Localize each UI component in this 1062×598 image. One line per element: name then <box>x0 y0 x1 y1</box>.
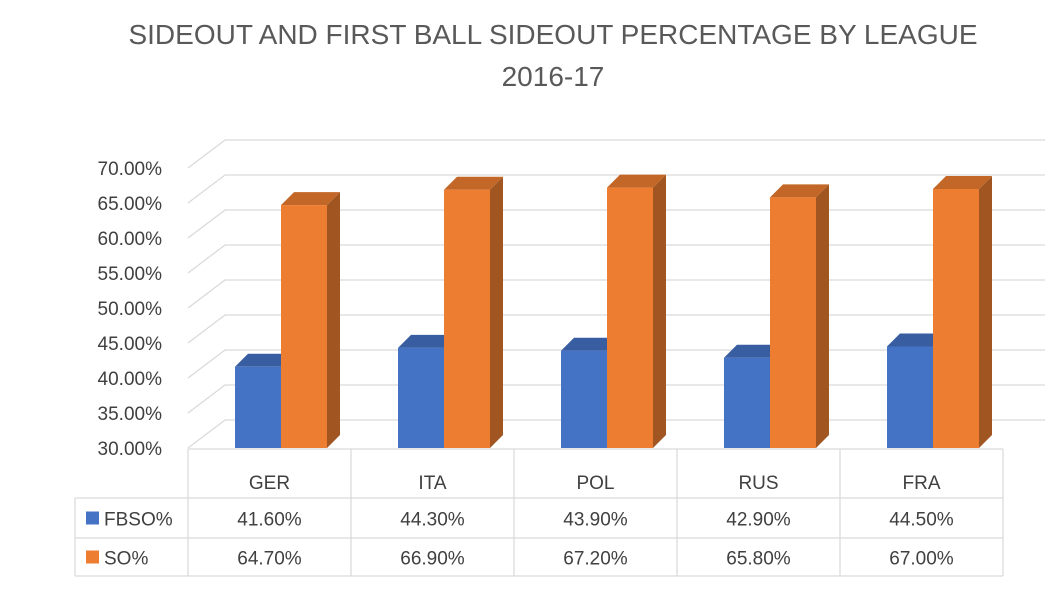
table-value: 64.70% <box>237 549 302 570</box>
bar-top <box>933 176 992 189</box>
y-tick-label: 65.00% <box>98 194 163 215</box>
category-label: FRA <box>903 473 941 494</box>
bar-front <box>561 350 607 448</box>
category-label: POL <box>576 473 614 494</box>
table-value: 44.50% <box>889 510 954 531</box>
series-name: FBSO% <box>104 510 173 531</box>
bar-top <box>444 176 503 190</box>
bar-so-pol <box>607 174 666 448</box>
bar-so-ita <box>444 176 503 448</box>
category-label: RUS <box>738 473 778 494</box>
data-table: GER ITA POL RUS FRA FBSO% 41.60% 44.30% 43.90% 42… <box>74 448 1004 577</box>
table-value: 67.20% <box>563 549 628 570</box>
gridline <box>187 174 1045 204</box>
bar-front <box>724 357 770 448</box>
bar-front <box>398 347 444 448</box>
bar-front <box>933 189 979 448</box>
y-tick-label: 40.00% <box>98 369 163 390</box>
y-tick-label: 30.00% <box>98 439 163 460</box>
y-tick-label: 60.00% <box>98 229 163 250</box>
bar-top <box>770 184 829 198</box>
chart-title-line1: SIDEOUT AND FIRST BALL SIDEOUT PERCENTAG… <box>128 19 977 50</box>
bar-top <box>281 192 340 206</box>
gridlines <box>187 139 1045 449</box>
bar-so-rus <box>770 184 829 448</box>
bar-front <box>281 205 327 448</box>
bar-front <box>770 197 816 448</box>
table-value: 44.30% <box>400 510 465 531</box>
y-tick-label: 45.00% <box>98 334 163 355</box>
bar-top <box>561 337 620 351</box>
y-tick-label: 50.00% <box>98 299 163 320</box>
table-value: 42.90% <box>726 510 791 531</box>
bar-side <box>653 174 666 448</box>
chart-title-line2: 2016-17 <box>502 61 605 92</box>
bar-so-fra <box>933 176 992 448</box>
bar-front <box>235 366 281 448</box>
bar-top <box>607 174 666 188</box>
bar-front <box>887 346 933 448</box>
bar-top <box>398 334 457 348</box>
y-axis-ticks: 30.00% 35.00% 40.00% 45.00% 50.00% 55.00% 60.0… <box>98 159 163 460</box>
gridline <box>187 139 1045 169</box>
series-name: SO% <box>104 549 148 570</box>
bar-side <box>816 184 829 448</box>
bar-top <box>887 333 946 347</box>
y-tick-label: 70.00% <box>98 159 163 180</box>
bar-side <box>327 192 340 448</box>
bar-so-ger <box>281 192 340 448</box>
bar-top <box>724 344 783 358</box>
bar-side <box>490 176 503 448</box>
y-tick-label: 55.00% <box>98 264 163 285</box>
table-value: 65.80% <box>726 549 791 570</box>
table-value: 43.90% <box>563 510 628 531</box>
bar-front <box>444 189 490 448</box>
bar-front <box>607 187 653 448</box>
category-label: GER <box>249 473 290 494</box>
bars <box>235 174 992 448</box>
legend-key-so <box>86 550 99 564</box>
category-label: ITA <box>418 473 446 494</box>
y-tick-label: 35.00% <box>98 404 163 425</box>
legend-key-fbso <box>86 511 99 525</box>
bar-top <box>235 353 294 367</box>
table-value: 67.00% <box>889 549 954 570</box>
table-value: 66.90% <box>400 549 465 570</box>
bar-side <box>979 176 992 448</box>
table-value: 41.60% <box>237 510 302 531</box>
